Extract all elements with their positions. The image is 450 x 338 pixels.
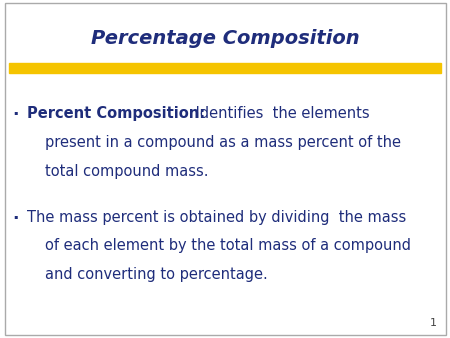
Text: The mass percent is obtained by dividing  the mass: The mass percent is obtained by dividing… — [27, 210, 406, 224]
Text: ·: · — [13, 106, 19, 124]
Text: of each element by the total mass of a compound: of each element by the total mass of a c… — [45, 238, 411, 253]
Text: total compound mass.: total compound mass. — [45, 164, 208, 179]
Text: ·: · — [13, 210, 19, 227]
Text: and converting to percentage.: and converting to percentage. — [45, 267, 268, 282]
Text: Percent Composition:: Percent Composition: — [27, 106, 205, 121]
Bar — [9, 63, 441, 73]
Text: Identifies  the elements: Identifies the elements — [191, 106, 370, 121]
Text: 1: 1 — [429, 318, 436, 328]
Text: Percentage Composition: Percentage Composition — [91, 29, 359, 48]
Text: present in a compound as a mass percent of the: present in a compound as a mass percent … — [45, 135, 401, 150]
